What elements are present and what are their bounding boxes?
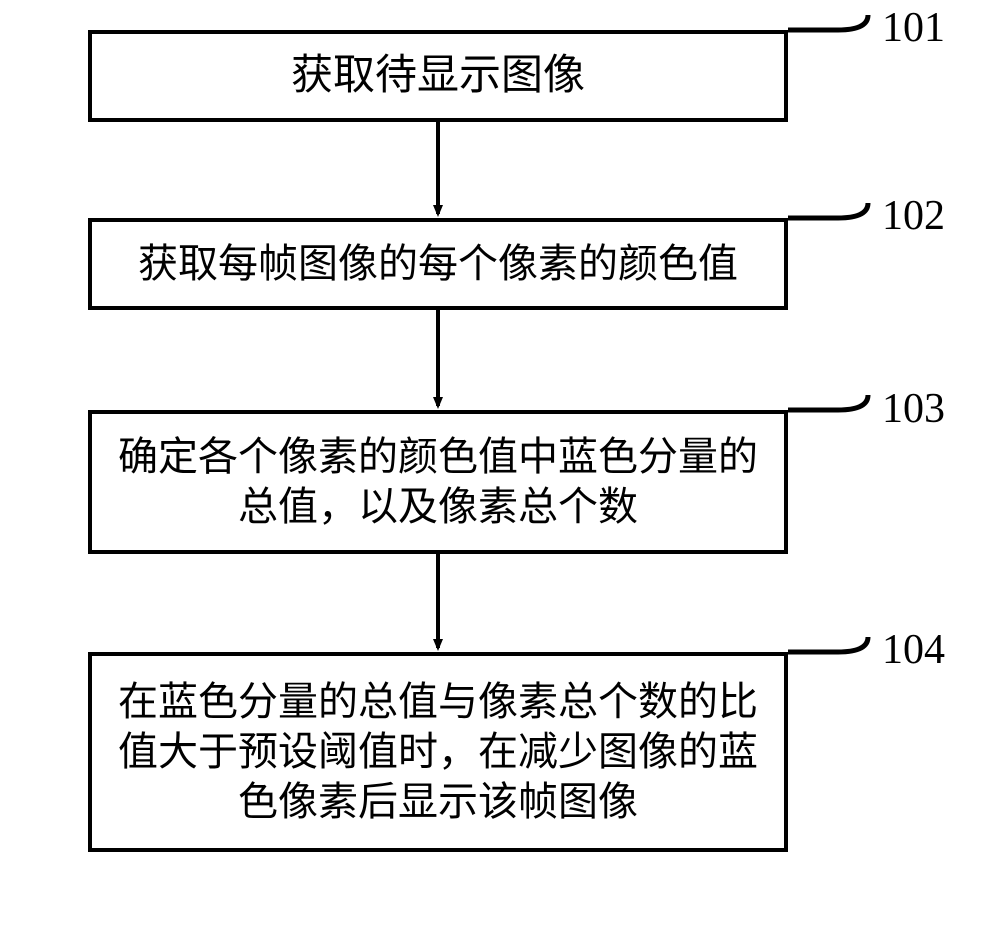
step-label-104: 104 <box>882 626 945 674</box>
bracket-104 <box>788 637 868 652</box>
step-label-103: 103 <box>882 385 945 433</box>
bracket-103 <box>788 395 868 410</box>
flow-node-4-text: 在蓝色分量的总值与像素总个数的比值大于预设阈值时，在减少图像的蓝色像素后显示该帧… <box>110 677 766 827</box>
flow-node-1: 获取待显示图像 <box>88 30 788 122</box>
flow-node-1-text: 获取待显示图像 <box>291 50 585 103</box>
flow-node-3: 确定各个像素的颜色值中蓝色分量的总值，以及像素总个数 <box>88 410 788 554</box>
flow-node-2-text: 获取每帧图像的每个像素的颜色值 <box>138 239 738 289</box>
flow-node-2: 获取每帧图像的每个像素的颜色值 <box>88 218 788 310</box>
flow-node-3-text: 确定各个像素的颜色值中蓝色分量的总值，以及像素总个数 <box>110 432 766 532</box>
flowchart-canvas: 获取待显示图像 获取每帧图像的每个像素的颜色值 确定各个像素的颜色值中蓝色分量的… <box>0 0 1000 927</box>
step-label-102: 102 <box>882 192 945 240</box>
bracket-101 <box>788 15 868 30</box>
bracket-102 <box>788 203 868 218</box>
flow-node-4: 在蓝色分量的总值与像素总个数的比值大于预设阈值时，在减少图像的蓝色像素后显示该帧… <box>88 652 788 852</box>
step-label-101: 101 <box>882 4 945 52</box>
